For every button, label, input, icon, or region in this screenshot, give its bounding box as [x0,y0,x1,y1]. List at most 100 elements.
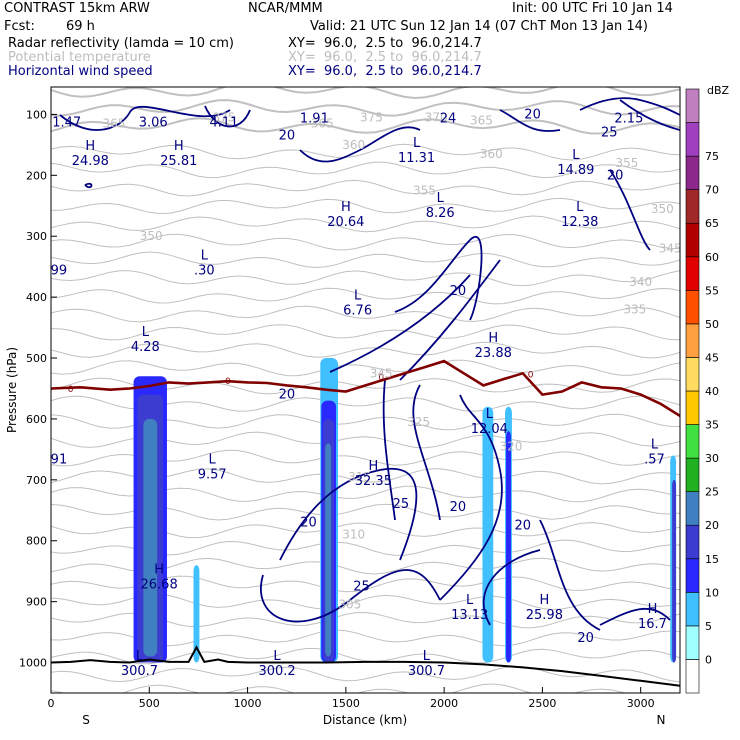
reflectivity-column [325,443,332,657]
reflectivity-column [506,431,511,663]
wind-speed-label: 20 [577,631,594,646]
field-theta-xy: XY= 96.0, 2.5 to 96.0,214.7 [288,50,482,65]
colorbar-level-label: 40 [705,385,719,398]
x-tick-label: 1000 [234,697,262,710]
theta-label: 345 [370,366,393,380]
reflectivity-fill [133,358,677,663]
colorbar-level-label: 10 [705,586,719,599]
colorbar-level-label: 55 [705,284,719,297]
colorbar-level-label: 75 [705,150,719,163]
freezing-level-label: 0 [378,373,384,383]
wind-contour-line [609,169,651,251]
theta-contour-line [51,143,680,161]
hl-letter: L [273,649,281,664]
hl-value: 11.31 [398,151,435,166]
theta-label: 365 [470,113,493,127]
wind-contour-line [382,379,441,521]
y-tick-label: 600 [26,413,47,426]
wind-contour-line [599,607,671,626]
x-tick-label: 0 [48,697,55,710]
hl-letter: L [209,453,217,468]
theta-contour-line [51,287,680,305]
colorbar-swatch [685,491,700,526]
colorbar-swatch [685,558,700,593]
hl-letter: L [651,438,659,453]
hl-letter: L [201,249,209,264]
wind-contours [59,97,680,631]
wind-speed-label: 20 [279,129,296,144]
colorbar-swatch [685,323,700,358]
colorbar-level-label: 70 [705,184,719,197]
freezing-level-group: 0 0 0 0 [51,359,680,418]
y-tick-label: 500 [26,352,47,365]
valid-time: Valid: 21 UTC Sun 12 Jan 14 (07 ChT Mon … [310,19,648,34]
colorbar-level-label: 0 [705,653,712,666]
theta-contour-line [51,251,680,269]
y-axis-label: Pressure (hPa) [5,347,19,433]
theta-contour-line [51,99,680,117]
organization: NCAR/MMM [248,1,323,16]
y-tick-label: 700 [26,474,47,487]
hl-value: 24.98 [72,154,109,169]
hl-value: .91 [47,453,68,468]
hl-value: 14.89 [557,163,594,178]
x-tick-label: 2000 [430,697,458,710]
freezing-level-line [51,359,680,418]
colorbar-swatch [685,290,700,325]
wind-contour-line [59,106,231,131]
theta-contour-line [51,197,680,215]
hl-letter: H [341,200,351,215]
theta-label: 375 [213,110,236,124]
hl-value: 23.88 [475,346,512,361]
hl-value: 1.47 [52,116,81,131]
reflectivity-column [143,418,158,657]
theta-label: 340 [629,275,652,289]
hl-letter: H [648,602,658,617]
colorbar-level-label: 35 [705,419,719,432]
hl-value: 13.13 [451,608,488,623]
wind-speed-label: 20 [514,519,531,534]
y-tick-label: 800 [26,535,47,548]
theta-label: 315 [348,470,371,484]
theta-label: 335 [623,302,646,316]
hl-value: 8.26 [426,206,455,221]
x-tick-label: 500 [139,697,160,710]
y-tick-label: 1000 [19,657,47,670]
hl-value: .57 [644,453,665,468]
hl-value: 1.91 [300,111,329,126]
wind-contour-line [84,182,93,189]
model-title: CONTRAST 15km ARW [4,1,150,16]
wind-speed-label: 25 [601,126,618,141]
colorbar-level-label: 45 [705,351,719,364]
hl-value: 99 [51,264,68,279]
wind-speed-label: 20 [300,515,317,530]
theta-contour-line [51,648,680,665]
colorbar-level-label: 5 [705,620,712,633]
hl-value: .30 [194,264,215,279]
theta-contour-line [51,270,680,287]
wind-speed-label: 20 [607,168,624,183]
colorbar-swatch [685,122,700,157]
theta-label: 320 [500,439,523,453]
theta-contour-line [51,215,680,233]
hl-value: 24 [440,111,457,126]
field-wind-xy: XY= 96.0, 2.5 to 96.0,214.7 [288,64,482,79]
hl-letter: H [539,593,549,608]
colorbar-swatch [685,659,700,694]
hl-letter: H [85,139,95,154]
colorbar: 0 5 10 15 20 25 30 35 40 45 50 55 60 65 70 75 dBZ [685,84,730,694]
wind-speed-label: 20 [279,388,296,403]
colorbar-swatch [685,88,700,123]
colorbar-swatch [685,222,700,258]
theta-label: 310 [342,528,365,542]
theta-label: 360 [342,138,365,152]
colorbar-swatch [685,390,700,425]
theta-label: 365 [311,117,334,131]
wind-contour-line [329,259,501,381]
theta-label: 345 [659,241,682,255]
field-theta-name: Potential temperature [8,50,151,65]
wind-contour-line [204,105,251,128]
wind-contour-line [279,467,418,561]
hl-value: 300.2 [258,664,295,679]
wind-contour-line [619,99,680,131]
